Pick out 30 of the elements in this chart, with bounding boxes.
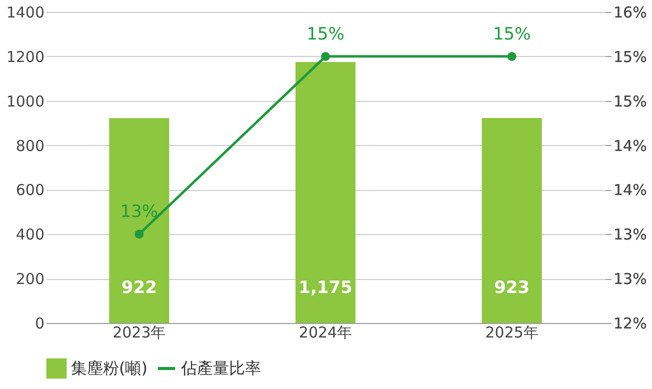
y2-tick-label: 15% — [614, 48, 647, 66]
y-tick-label: 600 — [16, 181, 44, 200]
y-tick-label: 1400 — [6, 4, 44, 22]
y-tick-label: 200 — [16, 270, 44, 288]
y-tick-label: 0 — [34, 314, 44, 332]
data-label: 15% — [306, 24, 344, 44]
y-tick-label: 800 — [16, 136, 44, 155]
y2-tick-label: 14% — [614, 136, 647, 155]
x-tick-label: 2023年 — [112, 324, 166, 342]
bar — [296, 62, 356, 323]
y2-tick-label: 15% — [614, 92, 647, 110]
bar — [482, 118, 542, 323]
data-label: 922 — [121, 278, 157, 298]
x-tick-label: 2025年 — [485, 324, 538, 342]
data-label: 923 — [494, 278, 530, 298]
y-tick-label: 1000 — [6, 92, 44, 110]
y2-tick-label: 13% — [614, 226, 647, 244]
data-label: 13% — [120, 202, 158, 222]
y-tick-label: 400 — [16, 226, 44, 244]
data-label: 1,175 — [298, 278, 352, 298]
data-label: 15% — [492, 24, 531, 44]
legend-label: 集塵粉(噸) — [71, 358, 148, 378]
y2-tick-label: 14% — [614, 181, 647, 200]
y2-tick-label: 16% — [614, 4, 647, 22]
y2-tick-label: 13% — [614, 270, 647, 288]
legend-label: 佔產量比率 — [180, 358, 261, 378]
bar — [109, 118, 170, 323]
y-tick-label: 1200 — [6, 48, 44, 66]
x-tick-label: 2024年 — [298, 324, 352, 342]
y2-tick-label: 12% — [614, 314, 647, 332]
